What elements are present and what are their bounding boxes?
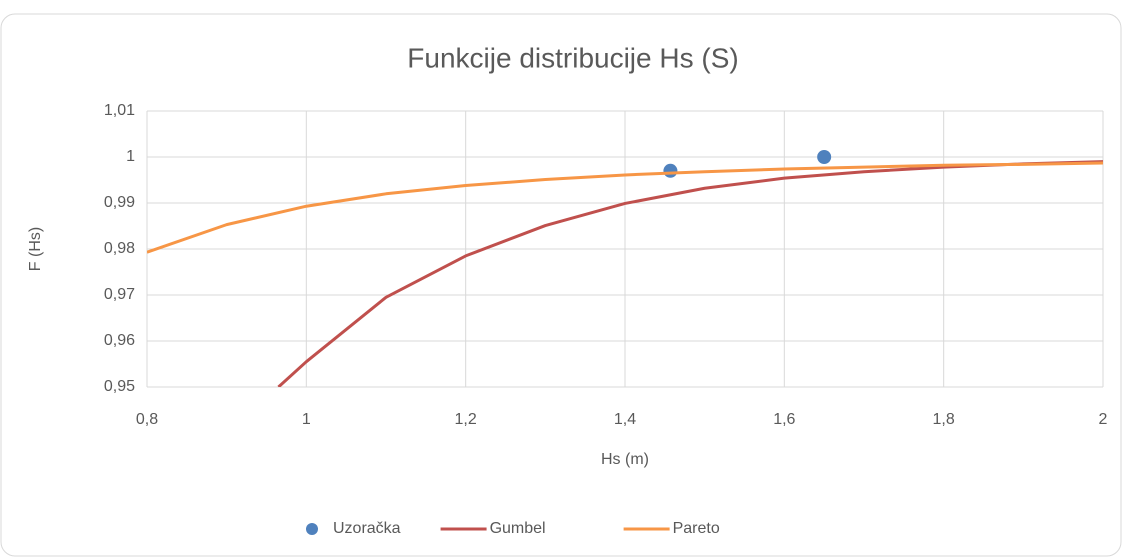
chart-title: Funkcije distribucije Hs (S) [407,42,738,73]
legend-label: Uzoračka [333,520,401,537]
y-tick-label: 0,98 [104,240,135,257]
line-series [147,161,1103,254]
x-tick-label: 0,8 [136,411,158,428]
x-tick-label: 1,8 [933,411,955,428]
legend: Uzoračka Gumbel Pareto [306,520,720,537]
legend-marker [306,523,318,535]
x-tick-label: 1,4 [614,411,636,428]
x-axis-label: Hs (m) [601,451,649,468]
x-tick-label: 2 [1099,411,1108,428]
y-tick-label: 0,95 [104,378,135,395]
legend-label: Pareto [673,520,720,537]
y-axis-label: F (Hs) [27,227,44,271]
y-tick-label: 0,99 [104,194,135,211]
plot-area [147,150,1103,387]
x-tick-label: 1,2 [455,411,477,428]
data-point [663,163,678,178]
chart-border [0,13,1122,557]
x-tick-label: 1 [302,411,311,428]
x-tick-label: 1,6 [773,411,795,428]
y-tick-label: 0,96 [104,332,135,349]
y-tick-label: 0,97 [104,286,135,303]
y-tick-label: 1,01 [104,102,135,119]
legend-label: Gumbel [490,520,546,537]
data-point [817,150,832,164]
y-tick-label: 1 [126,148,135,165]
